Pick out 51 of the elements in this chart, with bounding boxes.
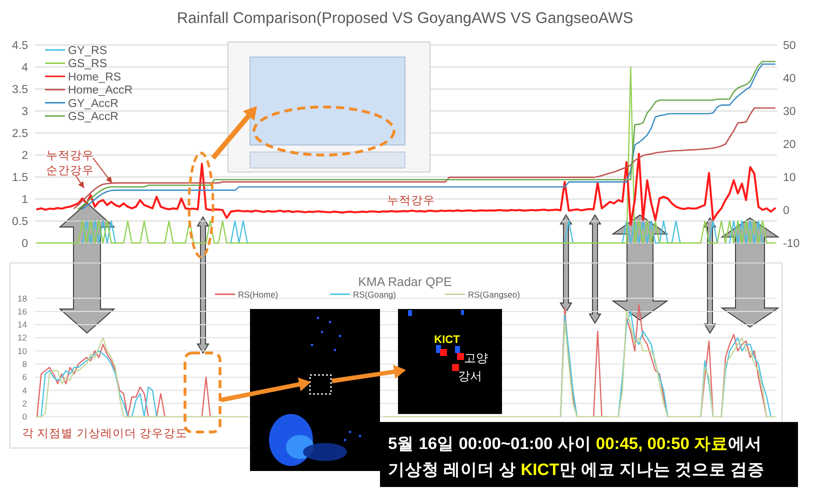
legend-label: Home_RS: [68, 71, 122, 84]
text: 00:45, 00:50 자료: [596, 435, 728, 453]
chart-title: Rainfall Comparison(Proposed VS GoyangAWS VS GangseoAWS: [176, 10, 634, 27]
y-tick-label: 2: [22, 398, 28, 409]
y2-tick-label: 10: [783, 172, 796, 184]
y-tick-label: 12: [18, 332, 28, 343]
y2-tick-label: 20: [783, 139, 796, 152]
y-tick-label: 4: [22, 385, 28, 396]
y-tick-label: 8: [22, 359, 28, 370]
y-tick-label: 4.5: [12, 40, 28, 52]
legend-label: GS_AccR: [68, 111, 118, 124]
text: 만 에코 지나는 것으로 검증: [559, 461, 765, 479]
y-tick-label: 4: [22, 62, 29, 74]
y2-tick-label: 30: [783, 106, 796, 118]
y-tick-label: 16: [18, 306, 28, 316]
y2-tick-label: -10: [783, 238, 800, 250]
y-tick-label: 6: [22, 372, 28, 382]
legend-label: GY_RS: [68, 45, 108, 58]
y-tick-label: 0.5: [12, 216, 28, 228]
annotation: 누적강우: [46, 150, 94, 162]
annotation: 누적강우: [387, 195, 435, 207]
y-tick-label: 2: [22, 150, 28, 162]
legend-label: GS_RS: [68, 58, 108, 70]
annotation: 순간강우: [46, 165, 94, 177]
y-tick-label: 14: [18, 320, 28, 330]
legend-label: RS(Gangseo): [468, 289, 520, 300]
text: 에서: [728, 435, 762, 453]
chart-title: KMA Radar QPE: [358, 275, 452, 289]
y-tick-label: 18: [18, 293, 28, 304]
annotation: 강서: [458, 369, 482, 383]
legend-label: Home_AccR: [68, 84, 133, 97]
text: 각 지점별 기상레이더 강우강도: [22, 428, 188, 440]
y-tick-label: 10: [18, 346, 28, 356]
y-tick-label: 2.5: [12, 128, 28, 140]
y2-tick-label: 0: [783, 205, 790, 218]
legend-label: RS(Home): [238, 289, 278, 300]
text: 기상청 레이더 상: [388, 461, 521, 479]
y-tick-label: 0: [22, 238, 28, 250]
annotation: 고양: [464, 351, 488, 365]
y-tick-label: 0: [22, 412, 28, 422]
text: 5월 16일 00:00~01:00 사이: [388, 435, 596, 453]
y-tick-label: 3: [22, 106, 28, 118]
y2-tick-label: 40: [783, 73, 796, 86]
y-tick-label: 3.5: [12, 84, 28, 96]
annotation: KICT: [434, 334, 460, 346]
legend-label: RS(Goang): [353, 289, 396, 300]
y-tick-label: 1: [22, 194, 28, 206]
y-tick-label: 1.5: [12, 172, 28, 184]
text: KICT: [520, 461, 560, 479]
legend-label: GY_AccR: [68, 98, 118, 110]
y2-tick-label: 50: [783, 40, 796, 52]
